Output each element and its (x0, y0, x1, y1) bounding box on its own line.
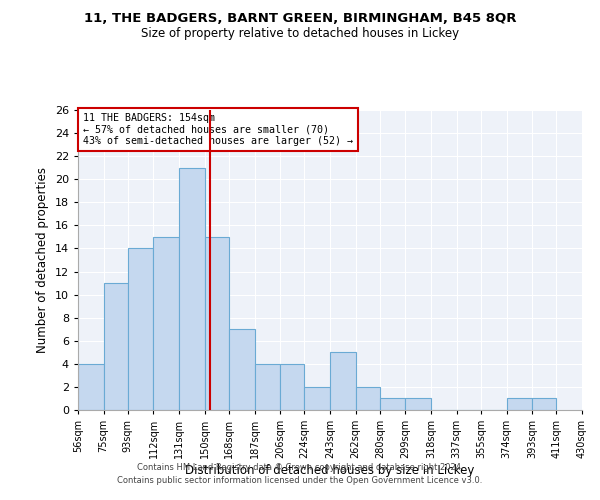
Bar (280, 364, 304, 410)
Bar (330, 352, 356, 410)
Bar (78, 364, 104, 410)
Bar (304, 387, 330, 410)
Bar (154, 237, 179, 410)
Bar (128, 248, 154, 410)
Bar (229, 329, 254, 410)
Bar (356, 387, 380, 410)
Bar (254, 364, 280, 410)
Text: Size of property relative to detached houses in Lickey: Size of property relative to detached ho… (141, 28, 459, 40)
Bar (205, 237, 229, 410)
Bar (104, 283, 128, 410)
Text: Contains public sector information licensed under the Open Government Licence v3: Contains public sector information licen… (118, 476, 482, 485)
Text: 11 THE BADGERS: 154sqm
← 57% of detached houses are smaller (70)
43% of semi-det: 11 THE BADGERS: 154sqm ← 57% of detached… (83, 113, 353, 146)
Bar (506, 398, 532, 410)
Y-axis label: Number of detached properties: Number of detached properties (36, 167, 49, 353)
X-axis label: Distribution of detached houses by size in Lickey: Distribution of detached houses by size … (185, 464, 475, 477)
Bar (406, 398, 431, 410)
Bar (532, 398, 556, 410)
Text: Contains HM Land Registry data © Crown copyright and database right 2024.: Contains HM Land Registry data © Crown c… (137, 464, 463, 472)
Text: 11, THE BADGERS, BARNT GREEN, BIRMINGHAM, B45 8QR: 11, THE BADGERS, BARNT GREEN, BIRMINGHAM… (84, 12, 516, 26)
Bar (380, 398, 406, 410)
Bar (179, 168, 205, 410)
